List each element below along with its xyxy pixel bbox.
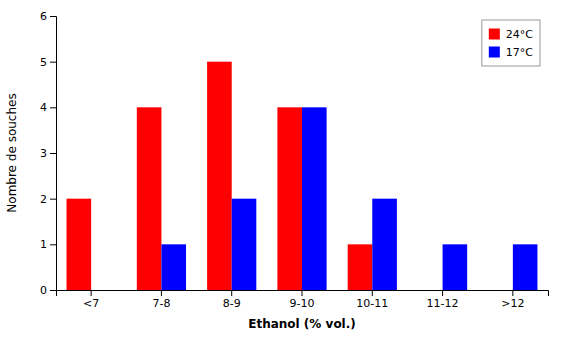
- plot-area: <7 7-8 8-9 9-10 10-11 11-12 >12 0 1 2 3 4 5 6 24°C 17°C: [40, 10, 549, 310]
- y-tick-mark: [50, 62, 56, 63]
- x-tick-mark: [442, 290, 443, 296]
- x-tick: >12: [501, 290, 524, 310]
- bar: [137, 107, 162, 290]
- legend-item: 24°C: [489, 28, 533, 41]
- bar: [418, 290, 443, 291]
- x-axis: <7 7-8 8-9 9-10 10-11 11-12 >12: [57, 290, 549, 310]
- y-tick-mark: [50, 153, 56, 154]
- y-tick-label: 1: [40, 238, 47, 251]
- y-tick: 4: [40, 101, 56, 114]
- x-tick: 8-9: [223, 290, 241, 310]
- y-tick-label: 4: [40, 101, 47, 114]
- y-tick-mark: [50, 244, 56, 245]
- x-axis-line: [57, 291, 549, 297]
- y-tick: 5: [40, 56, 56, 69]
- legend-box: [482, 20, 540, 66]
- x-tick: <7: [83, 290, 99, 310]
- x-tick-label: 10-11: [356, 297, 388, 310]
- bar: [91, 290, 116, 291]
- x-tick-label: 9-10: [290, 297, 315, 310]
- legend-label: 17°C: [506, 46, 533, 59]
- x-tick-label: 8-9: [223, 297, 241, 310]
- series: [161, 107, 537, 290]
- bar: [348, 244, 373, 290]
- y-tick: 6: [40, 10, 56, 23]
- y-tick-label: 5: [40, 56, 47, 69]
- x-tick-mark: [231, 290, 232, 296]
- legend: 24°C 17°C: [482, 20, 540, 66]
- legend-item: 17°C: [489, 46, 533, 59]
- y-axis-title: Nombre de souches: [5, 93, 19, 212]
- x-tick-mark: [161, 290, 162, 296]
- x-tick: 10-11: [356, 290, 388, 310]
- bar: [443, 244, 468, 290]
- x-axis-title: Ethanol (% vol.): [248, 317, 356, 331]
- x-tick-mark: [372, 290, 373, 296]
- y-axis-line: [50, 17, 57, 291]
- y-tick: 3: [40, 147, 56, 160]
- series: [67, 62, 373, 290]
- bar: [67, 199, 92, 290]
- y-tick-mark: [50, 16, 56, 17]
- x-tick-mark: [512, 290, 513, 296]
- y-tick-mark: [50, 107, 56, 108]
- bar: [302, 107, 327, 290]
- y-tick-label: 6: [40, 10, 47, 23]
- bar: [513, 244, 538, 290]
- x-tick: 9-10: [290, 290, 315, 310]
- bar: [372, 199, 397, 290]
- chart: <7 7-8 8-9 9-10 10-11 11-12 >12 0 1 2 3 4 5 6 24°C 17°C…: [0, 0, 564, 338]
- y-tick: 0: [40, 284, 56, 297]
- y-tick-label: 0: [40, 284, 47, 297]
- x-tick-label: 11-12: [427, 297, 459, 310]
- bar: [277, 107, 302, 290]
- y-tick-label: 3: [40, 147, 47, 160]
- x-tick-label: <7: [83, 297, 99, 310]
- bars: [67, 62, 538, 290]
- y-tick-mark: [50, 290, 56, 291]
- x-tick-mark: [302, 290, 303, 296]
- x-tick: 11-12: [427, 290, 459, 310]
- y-tick: 2: [40, 193, 56, 206]
- x-tick-label: 7-8: [152, 297, 170, 310]
- x-tick-mark: [91, 290, 92, 296]
- legend-swatch: [489, 29, 500, 40]
- legend-label: 24°C: [506, 28, 533, 41]
- bar: [207, 62, 232, 290]
- y-tick-label: 2: [40, 193, 47, 206]
- y-tick-mark: [50, 199, 56, 200]
- y-tick: 1: [40, 238, 56, 251]
- x-tick: 7-8: [152, 290, 170, 310]
- x-tick-label: >12: [501, 297, 524, 310]
- legend-swatch: [489, 47, 500, 58]
- bar: [488, 290, 513, 291]
- bar: [232, 199, 257, 290]
- y-axis: 0 1 2 3 4 5 6: [40, 10, 57, 297]
- bar: [161, 244, 186, 290]
